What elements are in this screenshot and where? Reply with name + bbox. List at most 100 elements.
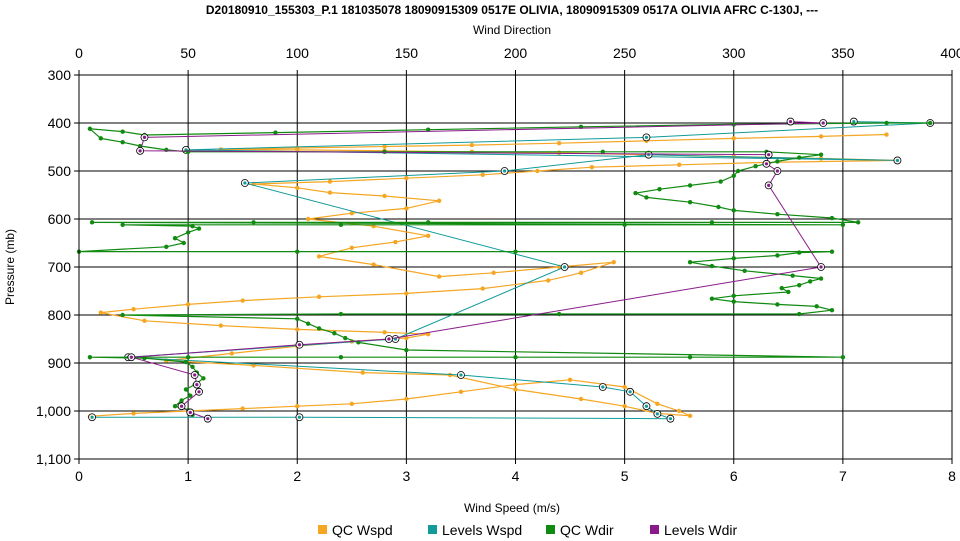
data-point — [295, 249, 300, 254]
data-point — [201, 376, 206, 381]
level-point-core — [387, 337, 391, 341]
data-point — [349, 211, 355, 216]
data-point — [491, 270, 496, 275]
axis-ticks: 0 1 2 3 4 5 6 7 8 0 50 100 150 200 250 300 350 400 300 400 5… — [36, 45, 960, 484]
data-point — [884, 120, 889, 126]
data-point — [797, 311, 802, 317]
data-point — [840, 222, 846, 227]
data-point — [814, 304, 819, 309]
data-point — [181, 240, 186, 246]
data-point — [927, 120, 933, 126]
level-point-core — [129, 355, 133, 359]
data-point — [436, 198, 442, 203]
series-line — [78, 122, 931, 416]
data-point — [718, 179, 723, 184]
data-point — [404, 176, 409, 181]
data-point — [709, 263, 715, 269]
data-point — [818, 152, 824, 157]
level-point-core — [895, 158, 900, 163]
data-point — [404, 335, 409, 341]
data-point — [382, 149, 387, 154]
data-point — [295, 316, 300, 322]
data-point — [589, 164, 595, 170]
data-point — [188, 393, 193, 398]
data-point — [183, 387, 189, 392]
data-point — [546, 278, 551, 283]
chart-title: D20180910_155303_P.1 181035078 180909153… — [206, 3, 818, 17]
legend-item: Levels Wspd — [428, 522, 522, 538]
data-point — [98, 310, 104, 315]
data-point — [338, 355, 344, 360]
bottom-tick-label: 0 — [75, 468, 83, 484]
data-point — [469, 142, 475, 148]
data-point — [371, 262, 376, 267]
level-point-core — [193, 373, 197, 377]
data-point — [818, 276, 824, 281]
data-point — [786, 289, 791, 295]
top-tick-label: 400 — [940, 45, 960, 61]
data-point — [687, 200, 693, 205]
y-tick-label: 1,000 — [36, 403, 71, 419]
data-point — [611, 260, 616, 265]
level-point-core — [297, 343, 302, 347]
level-point-core — [628, 390, 632, 394]
data-point — [622, 222, 627, 227]
level-point-core — [206, 417, 210, 421]
legend-label: Levels Wdir — [664, 522, 737, 538]
bottom-tick-label: 8 — [948, 468, 956, 484]
level-point-core — [644, 404, 649, 408]
data-point — [295, 327, 300, 332]
level-point-core — [197, 390, 201, 394]
top-tick-label: 200 — [504, 45, 528, 61]
data-point — [164, 244, 169, 250]
level-point-core — [819, 265, 823, 269]
data-point — [480, 286, 485, 291]
level-point-core — [138, 149, 142, 153]
data-point — [829, 308, 835, 313]
bottom-tick-label: 2 — [293, 468, 301, 484]
data-point — [172, 236, 178, 241]
level-point-core — [502, 169, 507, 173]
bottom-tick-label: 4 — [512, 468, 520, 484]
data-point — [404, 291, 409, 296]
top-tick-label: 300 — [722, 45, 746, 61]
bottom-tick-label: 7 — [839, 468, 847, 484]
data-point — [360, 370, 365, 375]
data-point — [840, 355, 846, 360]
top-tick-label: 150 — [395, 45, 419, 61]
data-point — [797, 250, 802, 255]
data-point — [404, 206, 409, 211]
data-point — [790, 273, 795, 278]
data-point — [480, 172, 485, 178]
data-point — [775, 212, 780, 217]
data-point — [687, 355, 693, 360]
level-point-core — [767, 153, 771, 157]
data-point — [818, 134, 824, 139]
y-tick-label: 400 — [48, 115, 72, 131]
data-point — [185, 149, 191, 154]
legend-label: QC Wdir — [560, 522, 614, 538]
data-point — [676, 408, 682, 414]
data-point — [327, 190, 333, 195]
data-point — [185, 302, 191, 307]
y-tick-label: 800 — [48, 307, 72, 323]
data-point — [343, 335, 348, 341]
data-point — [676, 162, 682, 167]
data-point — [735, 168, 741, 174]
data-point — [185, 230, 191, 235]
top-tick-label: 0 — [75, 45, 83, 61]
data-point — [731, 136, 736, 141]
data-point — [731, 173, 736, 178]
legend-item: QC Wdir — [546, 522, 614, 538]
data-point — [797, 155, 802, 160]
data-point — [556, 311, 562, 317]
data-point — [172, 404, 178, 409]
series-line — [131, 121, 824, 420]
data-point — [687, 183, 693, 188]
data-point — [426, 233, 431, 238]
data-point — [142, 318, 147, 323]
data-point — [316, 294, 322, 299]
level-point-core — [767, 183, 771, 187]
data-point — [89, 220, 95, 225]
